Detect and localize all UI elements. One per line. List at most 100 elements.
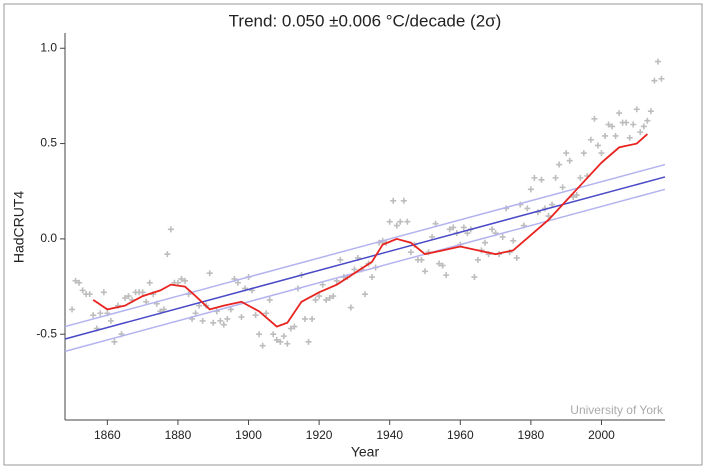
point <box>640 123 647 130</box>
line <box>64 176 666 340</box>
point <box>612 132 619 139</box>
point <box>234 279 241 286</box>
point <box>658 75 665 82</box>
point <box>287 325 294 332</box>
point <box>256 331 263 338</box>
point <box>273 336 280 343</box>
point <box>164 251 171 258</box>
point <box>432 220 439 227</box>
x-tick-label: 2000 <box>588 428 615 442</box>
line <box>92 133 648 328</box>
point <box>393 222 400 229</box>
point <box>400 197 407 204</box>
point <box>284 340 291 347</box>
point <box>125 293 132 300</box>
point <box>594 142 601 149</box>
point <box>280 333 287 340</box>
point <box>252 312 259 319</box>
point <box>397 218 404 225</box>
x-tick-label: 1920 <box>306 428 333 442</box>
point <box>446 226 453 233</box>
point <box>305 338 312 345</box>
point <box>474 256 481 263</box>
point <box>182 277 188 284</box>
point <box>570 193 577 200</box>
point <box>76 279 83 286</box>
point <box>330 293 337 300</box>
x-tick-label: 1980 <box>518 428 545 442</box>
point <box>563 150 570 157</box>
point <box>573 192 580 199</box>
point <box>369 274 376 281</box>
point <box>513 254 520 261</box>
point <box>580 150 587 157</box>
point <box>623 119 630 126</box>
y-tick-label: 0.0 <box>40 231 57 245</box>
point <box>139 289 146 296</box>
point <box>407 249 414 256</box>
point <box>644 117 651 124</box>
point <box>192 310 199 317</box>
point <box>111 338 118 345</box>
point <box>323 296 330 303</box>
point <box>489 226 496 233</box>
point <box>464 230 471 237</box>
point <box>227 306 234 313</box>
annotation: University of York <box>570 403 664 417</box>
point <box>471 274 478 281</box>
point <box>326 294 333 301</box>
point <box>122 294 128 301</box>
point <box>69 306 76 313</box>
point <box>220 321 227 328</box>
point <box>651 77 658 84</box>
chart-title: Trend: 0.050 ±0.006 °C/decade (2σ) <box>229 11 502 30</box>
point <box>160 306 167 313</box>
point <box>224 315 231 322</box>
point <box>263 310 270 317</box>
point <box>545 213 552 220</box>
point <box>259 342 266 349</box>
point <box>146 279 153 286</box>
point <box>210 319 217 326</box>
point <box>566 157 573 164</box>
point <box>443 272 450 279</box>
point <box>351 266 358 273</box>
point <box>316 293 323 300</box>
point <box>167 226 174 233</box>
point <box>439 262 446 269</box>
point <box>436 260 443 267</box>
point <box>633 106 640 113</box>
point <box>418 256 425 263</box>
point <box>524 205 531 212</box>
point <box>482 239 488 246</box>
line <box>64 188 666 353</box>
point <box>143 298 150 305</box>
point <box>587 136 594 143</box>
point <box>510 237 517 244</box>
line <box>64 163 666 328</box>
point <box>609 123 616 130</box>
point <box>72 277 79 284</box>
point <box>422 268 428 275</box>
point <box>538 176 545 183</box>
point <box>107 317 114 324</box>
point <box>637 129 644 136</box>
point <box>647 108 654 115</box>
point <box>460 224 467 231</box>
point <box>429 233 436 240</box>
x-tick-label: 1940 <box>376 428 403 442</box>
point <box>549 201 556 208</box>
point <box>404 218 411 225</box>
point <box>333 277 340 284</box>
x-tick-label: 1860 <box>94 428 121 442</box>
point <box>630 121 637 128</box>
point <box>591 115 598 122</box>
y-tick-label: -0.5 <box>36 326 57 340</box>
point <box>499 233 506 240</box>
point <box>97 310 104 317</box>
point <box>362 291 368 298</box>
y-tick-label: 0.5 <box>40 136 57 150</box>
point <box>556 161 563 168</box>
point <box>312 296 319 303</box>
